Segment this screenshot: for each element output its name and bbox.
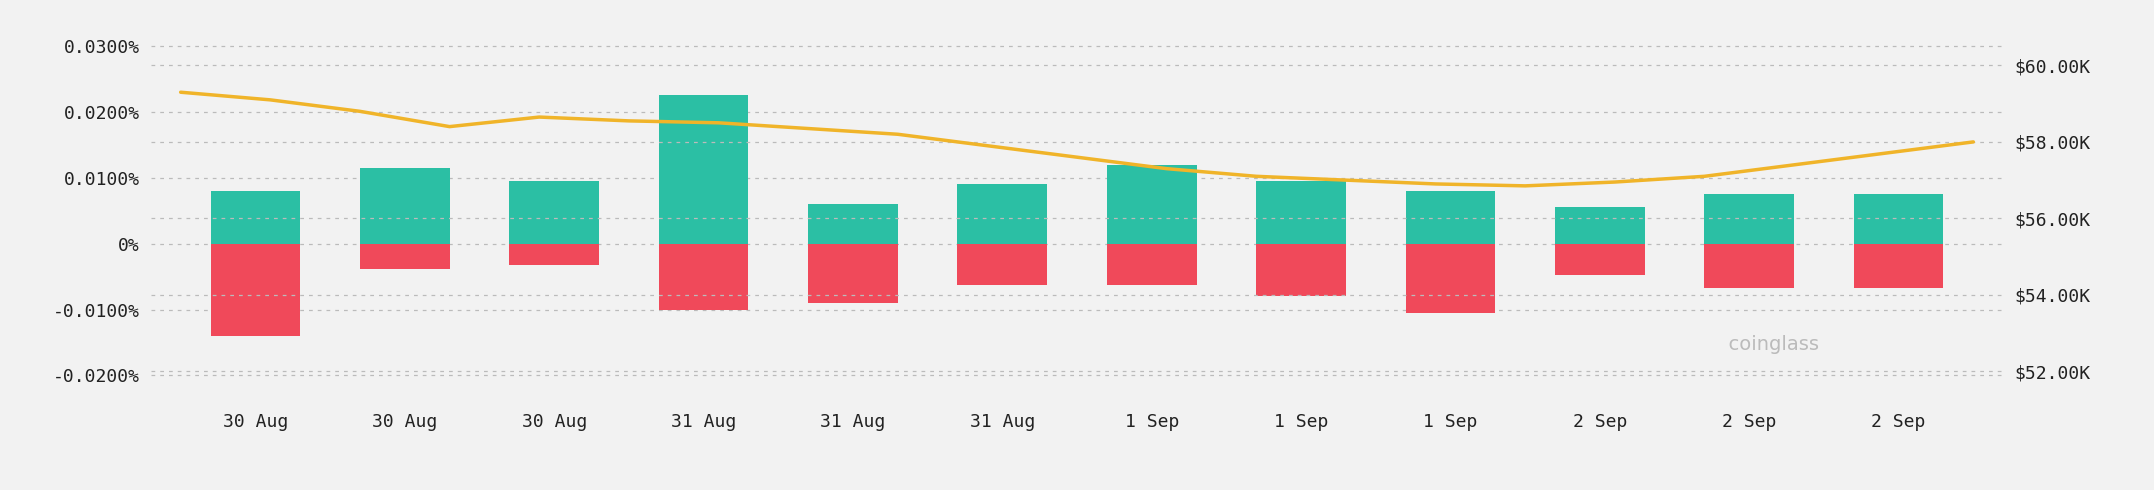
Bar [659,96,747,244]
Bar [1407,191,1495,244]
Bar [360,168,450,244]
Bar [959,184,1047,244]
Bar [1256,181,1346,244]
Bar [1256,244,1346,296]
Bar [808,204,898,244]
Bar [1855,194,1943,244]
Bar [1704,194,1794,244]
Bar [1407,244,1495,313]
Bar [508,181,599,244]
Bar [1107,165,1195,244]
Bar [808,244,898,303]
Bar [1555,244,1646,275]
Text: coinglass: coinglass [1717,335,1820,354]
Bar [1107,244,1195,285]
Bar [211,191,299,244]
Bar [1704,244,1794,289]
Bar [211,244,299,336]
Bar [508,244,599,266]
Bar [959,244,1047,285]
Bar [659,244,747,310]
Bar [360,244,450,269]
Bar [1555,207,1646,244]
Bar [1855,244,1943,289]
